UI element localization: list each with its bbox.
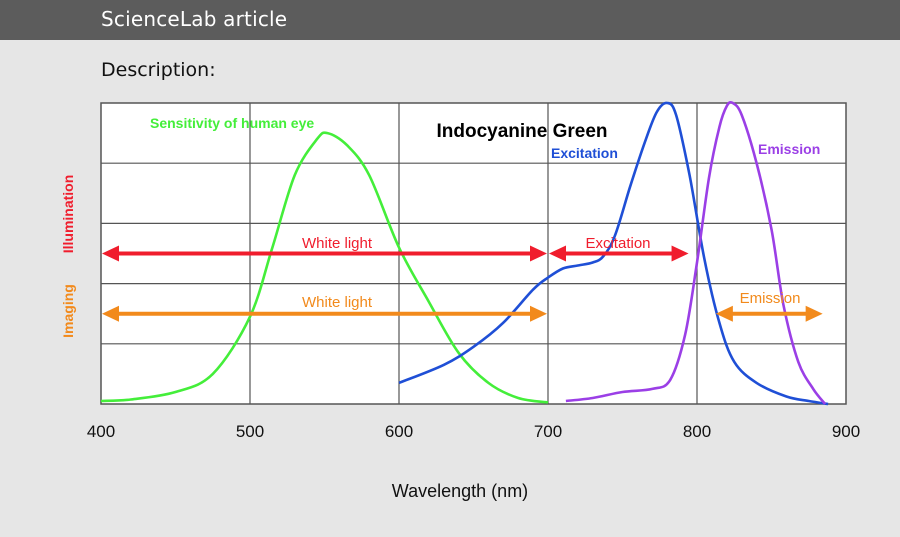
range-arrow-imaging-white-light [102, 305, 547, 322]
range-label-imaging-white-light: White light [302, 294, 373, 311]
series-layer [100, 100, 829, 406]
range-label-illumination-white-light: White light [302, 235, 373, 252]
series-excitation [398, 101, 829, 406]
range-label-imaging-emission: Emission [740, 290, 801, 307]
x-axis-label: Wavelength (nm) [392, 481, 528, 501]
annotation-excitation: Excitation [551, 145, 618, 161]
x-tick-label: 800 [683, 422, 711, 441]
x-tick-label: 900 [832, 422, 860, 441]
series-eye-sensitivity [100, 131, 549, 404]
section-label: Description: [101, 59, 216, 81]
x-tick-label: 600 [385, 422, 413, 441]
chart-grid: 400 500 600 700 800 900 [87, 102, 860, 441]
header-title: ScienceLab article [101, 7, 288, 31]
range-arrow-illumination-white-light [102, 245, 547, 262]
x-tick-label: 400 [87, 422, 115, 441]
range-arrow-imaging-emission [715, 305, 823, 322]
side-label-illumination: Illumination [60, 175, 76, 254]
range-label-illumination-excitation: Excitation [585, 235, 650, 252]
side-label-imaging: Imaging [60, 284, 76, 338]
annotation-eye-sensitivity: Sensitivity of human eye [150, 115, 314, 131]
header-bar: ScienceLab article [0, 0, 900, 40]
range-arrow-illumination-excitation [549, 245, 689, 262]
chart-title: Indocyanine Green [436, 121, 607, 142]
range-arrows [102, 245, 823, 322]
annotation-emission: Emission [758, 141, 820, 157]
series-emission [565, 100, 827, 405]
x-tick-label: 500 [236, 422, 264, 441]
x-tick-label: 700 [534, 422, 562, 441]
